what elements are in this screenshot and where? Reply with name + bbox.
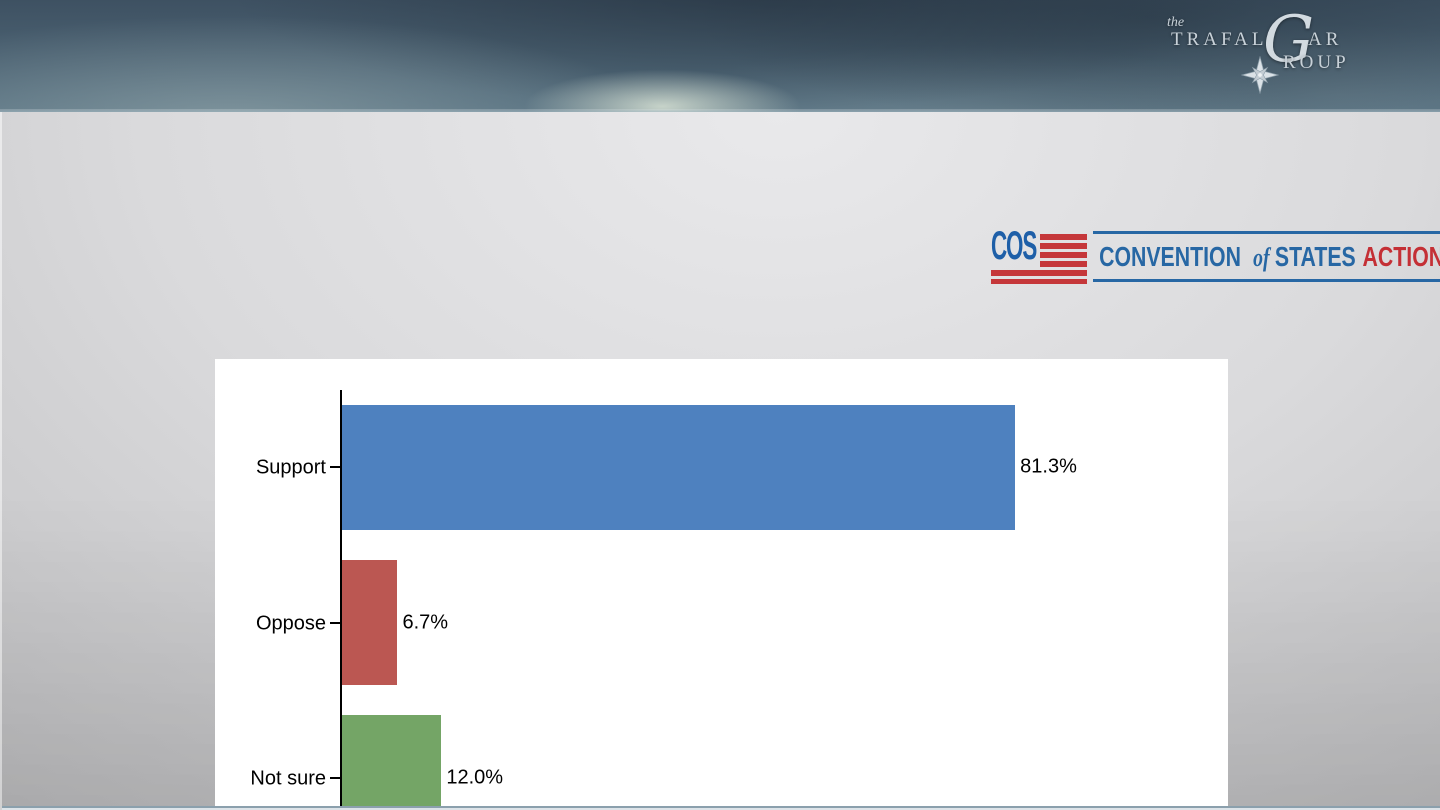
cos-title-convention: CONVENTION xyxy=(1099,241,1241,272)
bar-not-sure xyxy=(342,714,442,810)
cos-flag-mark: COS xyxy=(990,226,1087,284)
y-tick xyxy=(330,621,340,624)
bar-value-label: 6.7% xyxy=(402,611,449,633)
flag-stripe xyxy=(1040,243,1087,249)
bar-value-label: 12.0% xyxy=(446,766,504,788)
cos-title: CONVENTION of STATES ACTION xyxy=(1093,231,1440,282)
y-axis-labels: Support Oppose Not sure xyxy=(215,390,340,810)
category-label: Oppose xyxy=(255,612,326,634)
trafalgar-group-logo: the TRAFAL G AR ROUP xyxy=(1165,8,1380,106)
flag-stripe xyxy=(1040,261,1087,267)
y-tick xyxy=(330,776,340,779)
cos-title-action: ACTION xyxy=(1362,241,1440,272)
logo-word-roup: ROUP xyxy=(1283,52,1350,73)
header-banner: the TRAFAL G AR ROUP xyxy=(0,0,1440,112)
logo-word-ar: AR xyxy=(1308,29,1343,50)
logo-word-trafal: TRAFAL xyxy=(1171,29,1268,50)
y-tick xyxy=(330,466,340,469)
bar-support xyxy=(342,404,1016,531)
logo-letter-g: G xyxy=(1263,3,1315,77)
category-label: Not sure xyxy=(250,767,326,790)
slide-bottom-edge xyxy=(2,806,1440,810)
flag-stripe xyxy=(991,278,1087,284)
plot-area: 81.3% 6.7% 12.0% xyxy=(330,390,1170,810)
cos-mark-text: COS xyxy=(991,224,1037,268)
bar-oppose xyxy=(342,559,398,686)
cos-title-states: STATES xyxy=(1274,241,1356,272)
flag-stripe xyxy=(991,270,1087,276)
bar-value-label: 81.3% xyxy=(1020,455,1077,478)
category-label: Support xyxy=(255,456,326,479)
flag-stripe xyxy=(1040,234,1087,240)
slide-body: COS CONVENTION of STATES ACTION Support Oppo… xyxy=(0,112,1440,810)
cos-title-of: of xyxy=(1253,243,1270,272)
flag-stripe xyxy=(1040,252,1087,258)
compass-star-icon xyxy=(1241,56,1279,94)
logo-word-the: the xyxy=(1167,15,1185,30)
